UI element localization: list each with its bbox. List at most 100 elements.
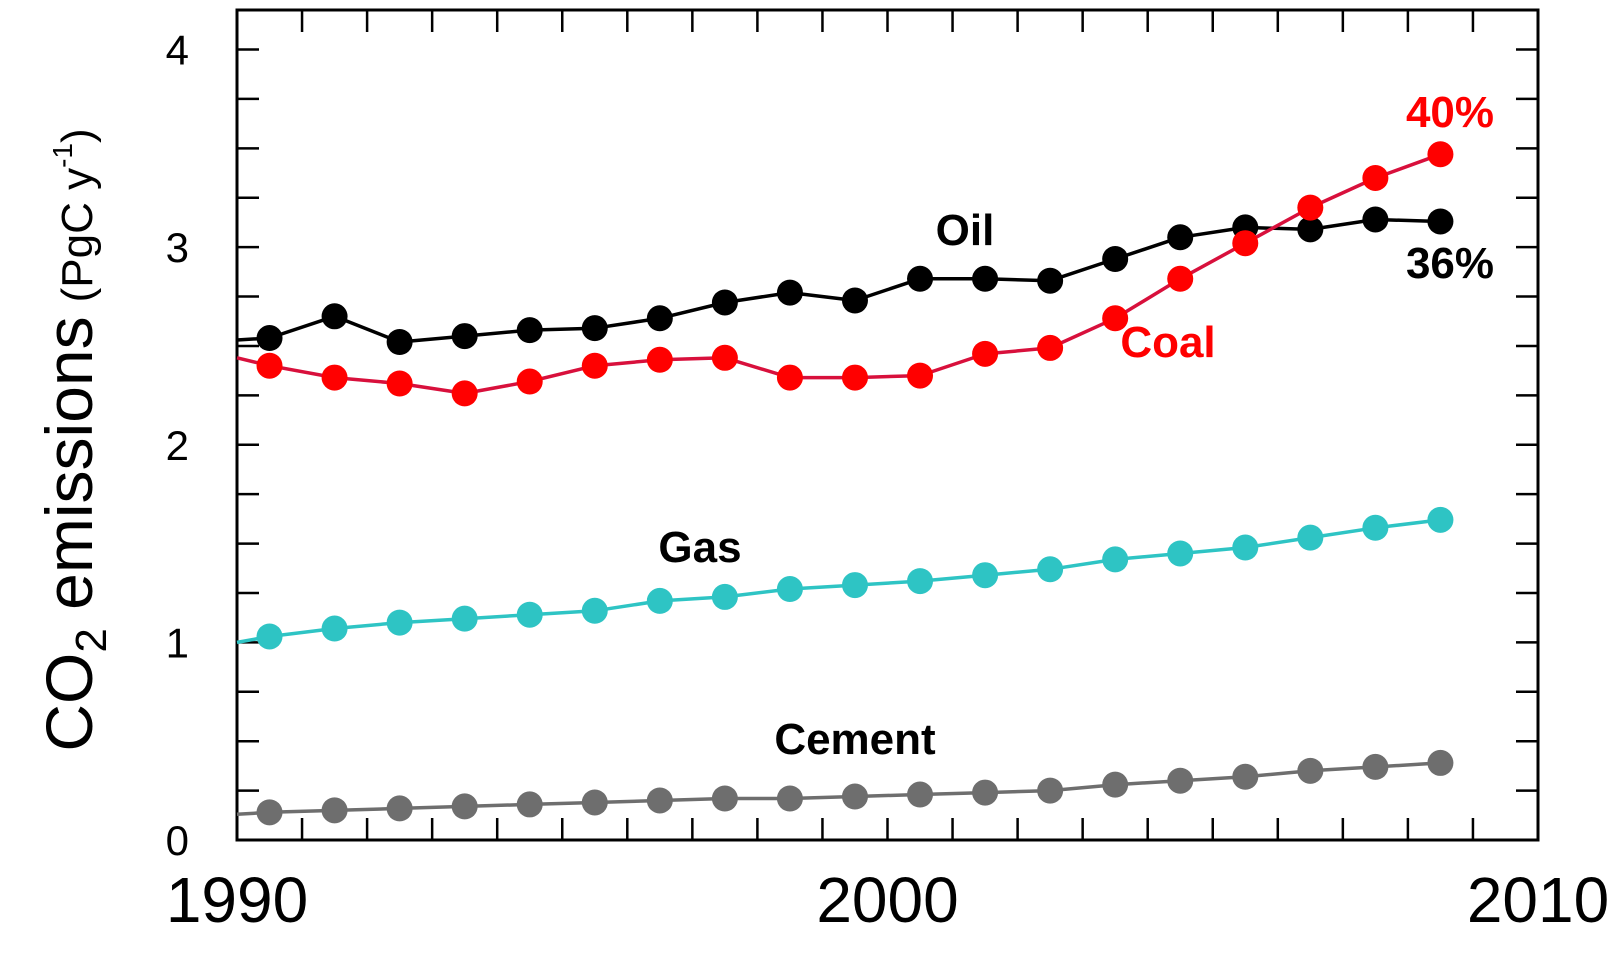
- labels-group: Oil Coal Gas Cement 40% 36%: [658, 88, 1494, 764]
- data-point-coal: [321, 364, 348, 391]
- data-point-cement: [581, 789, 608, 816]
- series-line-oil: [236, 217, 1441, 344]
- data-point-cement: [1362, 753, 1389, 780]
- data-point-coal: [256, 352, 283, 379]
- data-point-coal: [1037, 334, 1064, 361]
- data-point-cement: [386, 795, 413, 822]
- data-point-cement: [1297, 757, 1324, 784]
- data-point-coal: [1232, 230, 1259, 257]
- data-point-gas: [386, 609, 413, 636]
- data-point-cement: [1167, 767, 1194, 794]
- data-point-cement: [256, 799, 283, 826]
- y-axis-label-rest: emissions: [32, 316, 106, 628]
- data-point-cement: [321, 797, 348, 824]
- data-point-gas: [321, 615, 348, 642]
- data-point-cement: [711, 785, 738, 812]
- data-point-gas: [516, 601, 543, 628]
- data-point-cement: [776, 785, 803, 812]
- data-point-oil: [1167, 224, 1194, 251]
- data-point-oil: [516, 317, 543, 344]
- axes-group: 0 1 2 3 4 1990 2000 2010: [166, 8, 1609, 936]
- data-point-coal: [451, 380, 478, 407]
- data-point-gas: [1427, 506, 1454, 533]
- data-point-oil: [451, 323, 478, 350]
- annotation-oil: Oil: [936, 206, 995, 255]
- data-point-gas: [972, 562, 999, 589]
- data-point-gas: [646, 587, 673, 614]
- data-point-cement: [907, 781, 934, 808]
- data-point-coal: [972, 340, 999, 367]
- y-tick-label: 2: [166, 422, 189, 469]
- y-axis-label: CO2 emissions (PgC y-1): [32, 128, 116, 751]
- data-point-oil: [776, 279, 803, 306]
- series-group: [236, 141, 1454, 826]
- data-point-oil: [1427, 208, 1454, 235]
- y-axis-label-unit: (PgC y: [53, 168, 102, 302]
- data-point-gas: [776, 576, 803, 603]
- data-point-coal: [1297, 194, 1324, 221]
- data-point-oil: [841, 287, 868, 314]
- data-point-gas: [841, 572, 868, 599]
- data-point-coal: [1102, 305, 1129, 332]
- data-point-oil: [1102, 246, 1129, 272]
- data-point-cement: [1037, 777, 1064, 804]
- data-point-gas: [1362, 514, 1389, 541]
- x-tick-label: 1990: [166, 864, 308, 936]
- annotation-coal: Coal: [1120, 318, 1215, 367]
- data-point-cement: [972, 779, 999, 806]
- data-point-gas: [907, 568, 934, 595]
- y-tick-label: 3: [166, 224, 189, 271]
- data-point-coal: [1362, 164, 1389, 191]
- y-axis-label-co: CO: [32, 653, 106, 752]
- series-line-cement: [236, 761, 1441, 817]
- data-point-oil: [1037, 267, 1064, 294]
- annotation-gas: Gas: [658, 523, 741, 572]
- data-point-gas: [581, 597, 608, 624]
- data-point-coal: [1167, 265, 1194, 292]
- data-point-oil: [256, 325, 283, 352]
- data-point-cement: [841, 783, 868, 810]
- annotation-cement: Cement: [774, 715, 936, 764]
- data-point-gas: [1102, 546, 1129, 573]
- data-point-coal: [646, 346, 673, 373]
- data-point-cement: [646, 787, 673, 814]
- data-point-cement: [516, 791, 543, 818]
- annotation-coal-pct: 40%: [1406, 88, 1494, 137]
- data-point-coal: [841, 364, 868, 391]
- data-point-oil: [386, 329, 413, 355]
- series-line-gas: [236, 518, 1441, 645]
- y-tick-label: 4: [166, 27, 189, 74]
- y-tick-label: 1: [166, 619, 189, 666]
- data-point-oil: [907, 265, 934, 292]
- data-point-gas: [1232, 534, 1259, 561]
- y-tick-label: 0: [166, 817, 189, 864]
- y-axis-label-subscript: 2: [67, 628, 116, 652]
- data-point-oil: [1362, 206, 1389, 233]
- data-point-coal: [776, 364, 803, 391]
- series-line-coal: [236, 152, 1441, 396]
- x-tick-label: 2000: [816, 864, 958, 936]
- data-point-gas: [256, 623, 283, 650]
- data-point-oil: [1297, 216, 1324, 243]
- data-point-oil: [321, 303, 348, 330]
- data-point-coal: [907, 362, 934, 389]
- y-axis-label-unit-superscript: -1: [47, 143, 78, 168]
- y-axis-label-unit-close: ): [53, 128, 102, 143]
- data-point-oil: [581, 315, 608, 342]
- data-point-coal: [711, 344, 738, 371]
- data-point-cement: [1232, 763, 1259, 790]
- data-point-coal: [516, 368, 543, 395]
- data-point-oil: [972, 265, 999, 292]
- data-point-cement: [1427, 749, 1454, 776]
- annotation-oil-pct: 36%: [1406, 239, 1494, 288]
- data-point-gas: [1167, 540, 1194, 567]
- data-point-oil: [646, 305, 673, 332]
- data-point-gas: [1037, 556, 1064, 583]
- data-point-cement: [1102, 771, 1129, 798]
- data-point-gas: [451, 605, 478, 632]
- data-point-cement: [451, 793, 478, 820]
- data-point-gas: [711, 583, 738, 610]
- data-point-coal: [1427, 141, 1454, 168]
